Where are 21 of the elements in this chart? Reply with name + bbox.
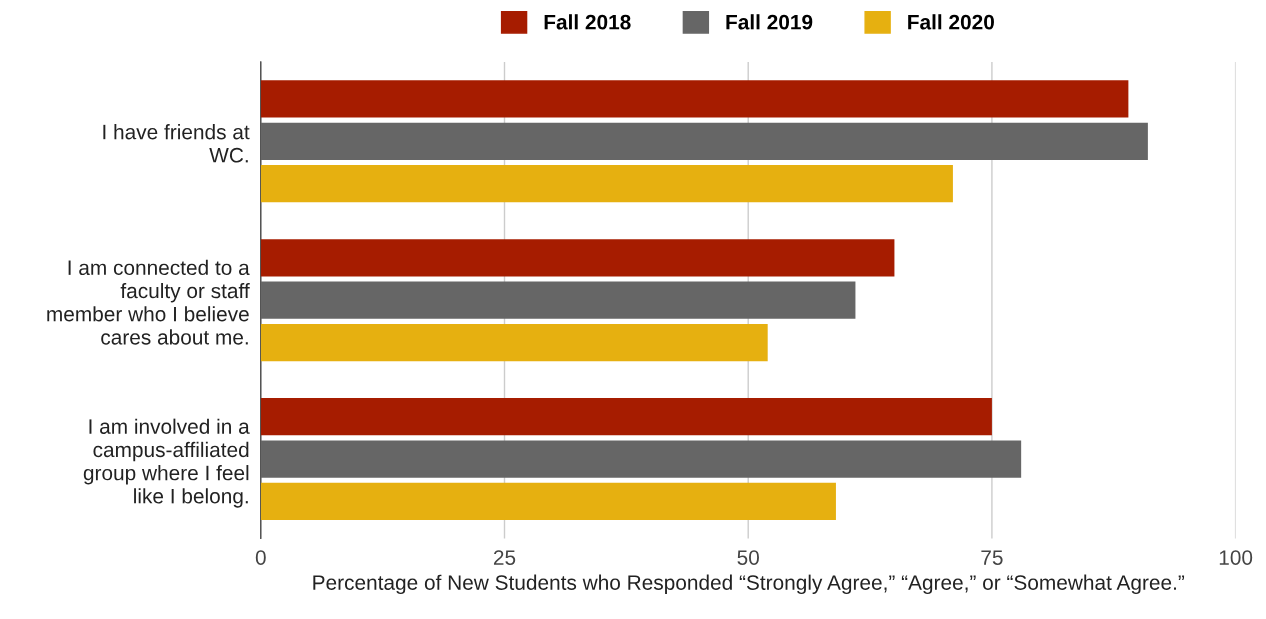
legend-label: Fall 2020 [908,14,994,30]
bar [260,80,1129,118]
bar [260,122,1148,160]
legend-label: Fall 2018 [544,14,631,30]
x-tick-label: 75 [981,550,1003,565]
bar [260,440,1022,478]
legend-label: Fall 2019 [726,14,813,30]
y-tick-label: I have friends at WC. [103,124,250,163]
bar [260,239,895,277]
bar [260,281,856,319]
x-axis-title: Percentage of New Students who Responded “Strongly Agree,” “Agree,” or “Somewhat Agree.” [313,574,1185,595]
x-tick-label: 50 [737,550,759,565]
bar [260,482,836,521]
x-tick-label: 0 [255,550,266,565]
bar [260,165,953,203]
bar [260,323,768,362]
y-tick-label: I am involved in a campus-affiliated group where I feel like I belong. [83,418,250,508]
x-tick-label: 25 [493,550,516,565]
y-tick-label: I am connected to a faculty or staff member who I believe cares about me. [47,259,250,345]
bar [260,398,992,436]
x-tick-label: 100 [1219,550,1253,565]
